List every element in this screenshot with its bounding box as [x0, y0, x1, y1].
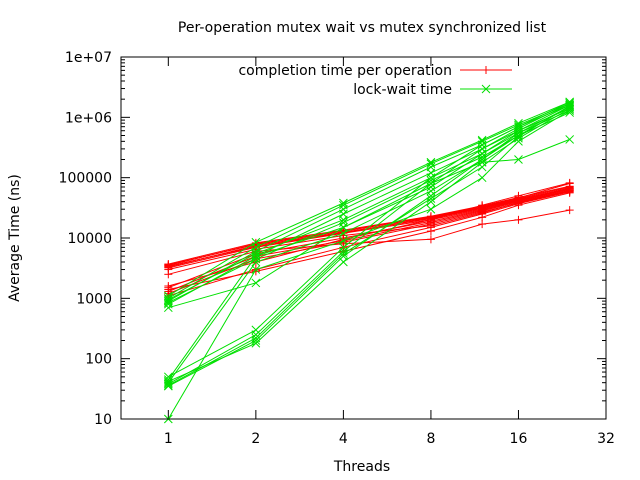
- data-point: [251, 265, 261, 274]
- x-tick-label: 4: [339, 431, 348, 447]
- data-point: [426, 235, 435, 244]
- data-point: [163, 372, 173, 382]
- data-point: [339, 198, 348, 208]
- data-point: [477, 155, 487, 164]
- x-tick-label: 32: [597, 431, 615, 447]
- data-point: [477, 162, 487, 172]
- x-axis-label: Threads: [333, 459, 390, 475]
- data-point: [426, 197, 436, 207]
- data-point: [339, 236, 348, 246]
- data-point: [514, 215, 523, 224]
- series-line: [168, 138, 570, 309]
- data-point: [339, 223, 348, 232]
- data-point: [339, 257, 348, 267]
- y-axis-label: Average Time (ns): [7, 174, 23, 302]
- x-tick-label: 8: [426, 431, 435, 447]
- data-point: [164, 282, 173, 291]
- data-point: [565, 106, 575, 115]
- data-point: [251, 325, 261, 335]
- series-line: [168, 101, 570, 378]
- data-point: [477, 140, 487, 150]
- data-point: [163, 295, 173, 305]
- data-point: [426, 173, 436, 183]
- data-point: [163, 298, 173, 307]
- data-point: [478, 201, 487, 210]
- data-point: [477, 173, 487, 183]
- data-point: [339, 215, 348, 225]
- data-point: [481, 84, 491, 94]
- y-tick-label: 1e+06: [65, 110, 112, 126]
- data-point: [565, 135, 575, 144]
- data-point: [426, 176, 436, 185]
- data-point: [514, 191, 523, 200]
- data-point: [565, 104, 575, 113]
- legend-label-completion: completion time per operation: [238, 63, 452, 79]
- data-point: [251, 333, 261, 343]
- x-tick-label: 16: [510, 431, 528, 447]
- data-point: [164, 270, 173, 279]
- data-point: [565, 101, 575, 111]
- data-point: [163, 381, 173, 390]
- data-point: [514, 136, 523, 146]
- legend-label-lock-wait: lock-wait time: [353, 82, 452, 98]
- data-point: [251, 251, 261, 261]
- data-point: [514, 155, 523, 164]
- data-point: [426, 194, 436, 203]
- y-tick-label: 1e+07: [65, 50, 112, 66]
- y-tick-label: 10: [94, 412, 112, 428]
- data-point: [251, 237, 261, 247]
- data-point: [565, 178, 574, 187]
- data-point: [426, 182, 436, 192]
- data-point: [565, 186, 574, 195]
- data-point: [426, 204, 436, 214]
- data-point: [339, 247, 348, 256]
- series-line: [168, 182, 570, 287]
- data-point: [251, 267, 260, 276]
- chart-title: Per-operation mutex wait vs mutex synchr…: [178, 20, 547, 36]
- y-tick-label: 100: [85, 352, 112, 368]
- series-layer: [163, 97, 575, 424]
- data-point: [482, 66, 490, 74]
- series-line: [168, 102, 570, 385]
- data-point: [426, 215, 435, 224]
- data-point: [478, 208, 487, 217]
- data-point: [565, 97, 575, 107]
- x-tick-label: 2: [251, 431, 260, 447]
- series-line: [168, 108, 570, 382]
- data-point: [339, 242, 348, 252]
- x-tick-label: 1: [164, 431, 173, 447]
- data-point: [514, 122, 523, 132]
- legend: completion time per operation lock-wait …: [238, 63, 512, 98]
- series-lock-wait: [163, 97, 575, 424]
- data-point: [478, 220, 487, 229]
- data-point: [426, 157, 436, 167]
- plot-frame: [120, 56, 607, 420]
- y-tick-label: 100000: [59, 171, 112, 187]
- data-point: [565, 206, 574, 215]
- data-point: [251, 278, 261, 288]
- y-tick-label: 1000: [76, 291, 112, 307]
- data-point: [163, 379, 173, 389]
- data-point: [339, 200, 348, 210]
- y-tick-label: 10000: [67, 231, 112, 247]
- data-point: [339, 249, 348, 259]
